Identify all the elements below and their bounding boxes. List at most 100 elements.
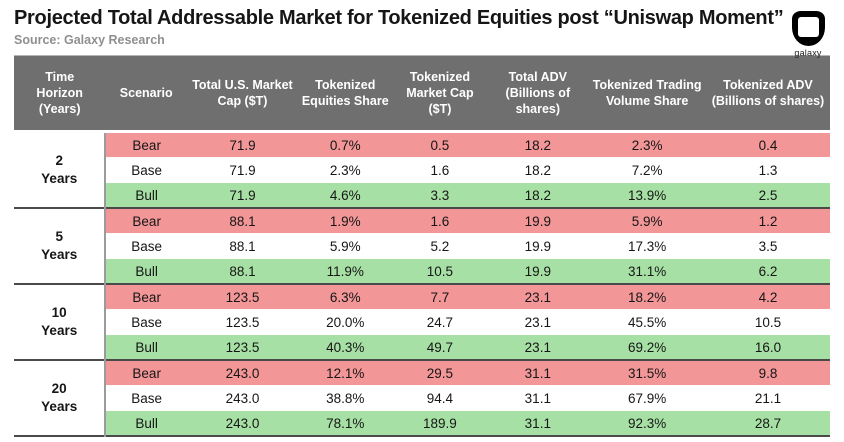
galaxy-logo-wordmark: galaxy: [794, 48, 822, 58]
scenario-cell: Bear: [105, 360, 187, 386]
value-cell: 31.1: [487, 410, 589, 437]
value-cell: 2.3%: [297, 157, 393, 183]
table-row: Base 243.0 38.8% 94.4 31.1 67.9% 21.1: [14, 385, 830, 411]
table-row: Bull 243.0 78.1% 189.9 31.1 92.3% 28.7: [14, 410, 830, 437]
value-cell: 67.9%: [588, 385, 706, 411]
value-cell: 31.1: [487, 360, 589, 386]
horizon-cell: 5 Years: [14, 208, 107, 285]
column-header-tokenized-market-cap: Tokenized Market Cap ($T): [392, 55, 488, 133]
value-cell: 1.6: [392, 157, 488, 183]
value-cell: 23.1: [487, 334, 589, 361]
value-cell: 5.9%: [588, 208, 706, 234]
table-row: Bull 123.5 40.3% 49.7 23.1 69.2% 16.0: [14, 334, 830, 361]
value-cell: 10.5: [705, 309, 830, 335]
year-group-5: 5 Years Bear 88.1 1.9% 1.6 19.9 5.9% 1.2…: [14, 208, 830, 285]
value-cell: 23.1: [487, 284, 589, 310]
value-cell: 31.5%: [588, 360, 706, 386]
value-cell: 88.1: [186, 258, 298, 285]
horizon-cell: 2 Years: [14, 131, 107, 209]
column-header-tokenized-trading-volume-share: Tokenized Trading Volume Share: [588, 55, 706, 133]
column-header-scenario: Scenario: [105, 55, 187, 133]
value-cell: 3.5: [705, 233, 830, 259]
value-cell: 94.4: [392, 385, 488, 411]
table-row: 5 Years Bear 88.1 1.9% 1.6 19.9 5.9% 1.2: [14, 208, 830, 285]
value-cell: 2.3%: [588, 131, 706, 158]
column-header-time-horizon: Time Horizon (Years): [14, 55, 106, 133]
value-cell: 7.7: [392, 284, 488, 310]
year-group-20: 20 Years Bear 243.0 12.1% 29.5 31.1 31.5…: [14, 360, 830, 437]
value-cell: 4.2: [705, 284, 830, 310]
scenario-cell: Base: [105, 385, 187, 411]
value-cell: 31.1%: [588, 258, 706, 285]
value-cell: 18.2: [487, 131, 589, 158]
galaxy-logo: galaxy: [786, 11, 830, 58]
scenario-cell: Bear: [105, 284, 187, 310]
value-cell: 21.1: [705, 385, 830, 411]
value-cell: 11.9%: [297, 258, 393, 285]
value-cell: 19.9: [487, 258, 589, 285]
value-cell: 38.8%: [297, 385, 393, 411]
value-cell: 123.5: [186, 334, 298, 361]
horizon-cell: 10 Years: [14, 284, 107, 361]
horizon-years: 2: [55, 153, 63, 169]
value-cell: 10.5: [392, 258, 488, 285]
table-row: 10 Years Bear 123.5 6.3% 7.7 23.1 18.2% …: [14, 284, 830, 361]
value-cell: 71.9: [186, 157, 298, 183]
horizon-years: 10: [51, 305, 67, 321]
value-cell: 71.9: [186, 182, 298, 209]
value-cell: 5.9%: [297, 233, 393, 259]
value-cell: 18.2: [487, 182, 589, 209]
table-row: Bull 71.9 4.6% 3.3 18.2 13.9% 2.5: [14, 182, 830, 209]
scenario-cell: Bull: [105, 258, 187, 285]
value-cell: 19.9: [487, 208, 589, 234]
horizon-unit: Years: [41, 171, 78, 186]
value-cell: 45.5%: [588, 309, 706, 335]
horizon-years: 20: [51, 381, 67, 397]
value-cell: 23.1: [487, 309, 589, 335]
scenario-cell: Bull: [105, 334, 187, 361]
page-title: Projected Total Addressable Market for T…: [14, 7, 784, 29]
value-cell: 1.6: [392, 208, 488, 234]
value-cell: 49.7: [392, 334, 488, 361]
scenario-cell: Base: [105, 157, 187, 183]
tam-projection-table: Time Horizon (Years) Scenario Total U.S.…: [14, 55, 830, 437]
value-cell: 123.5: [186, 309, 298, 335]
table-row: Bull 88.1 11.9% 10.5 19.9 31.1% 6.2: [14, 258, 830, 285]
value-cell: 78.1%: [297, 410, 393, 437]
value-cell: 13.9%: [588, 182, 706, 209]
value-cell: 71.9: [186, 131, 298, 158]
value-cell: 1.3: [705, 157, 830, 183]
value-cell: 189.9: [392, 410, 488, 437]
column-header-tokenized-adv: Tokenized ADV (Billions of shares): [705, 55, 830, 133]
value-cell: 0.7%: [297, 131, 393, 158]
value-cell: 24.7: [392, 309, 488, 335]
table-header: Time Horizon (Years) Scenario Total U.S.…: [14, 55, 830, 133]
masthead: Projected Total Addressable Market for T…: [14, 7, 830, 58]
scenario-cell: Bear: [105, 208, 187, 234]
value-cell: 1.2: [705, 208, 830, 234]
value-cell: 6.3%: [297, 284, 393, 310]
horizon-unit: Years: [41, 323, 78, 338]
column-header-total-adv: Total ADV (Billions of shares): [487, 55, 589, 133]
table-row: Base 123.5 20.0% 24.7 23.1 45.5% 10.5: [14, 309, 830, 335]
value-cell: 16.0: [705, 334, 830, 361]
value-cell: 18.2%: [588, 284, 706, 310]
scenario-cell: Base: [105, 309, 187, 335]
galaxy-logo-icon: [791, 11, 825, 46]
scenario-cell: Bear: [105, 131, 187, 158]
scenario-cell: Base: [105, 233, 187, 259]
table-row: Base 88.1 5.9% 5.2 19.9 17.3% 3.5: [14, 233, 830, 259]
column-header-total-us-market-cap: Total U.S. Market Cap ($T): [186, 55, 298, 133]
year-group-2: 2 Years Bear 71.9 0.7% 0.5 18.2 2.3% 0.4…: [14, 131, 830, 209]
value-cell: 123.5: [186, 284, 298, 310]
value-cell: 88.1: [186, 233, 298, 259]
value-cell: 1.9%: [297, 208, 393, 234]
table-row: 20 Years Bear 243.0 12.1% 29.5 31.1 31.5…: [14, 360, 830, 437]
value-cell: 20.0%: [297, 309, 393, 335]
value-cell: 18.2: [487, 157, 589, 183]
value-cell: 69.2%: [588, 334, 706, 361]
value-cell: 88.1: [186, 208, 298, 234]
value-cell: 7.2%: [588, 157, 706, 183]
value-cell: 4.6%: [297, 182, 393, 209]
